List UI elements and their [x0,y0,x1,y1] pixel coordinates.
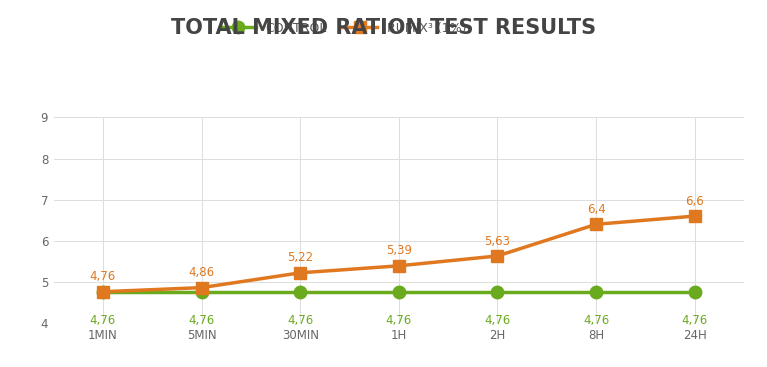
Text: 5,22: 5,22 [287,251,313,265]
Text: 4,76: 4,76 [287,314,314,327]
Text: 4,76: 4,76 [583,314,609,327]
Text: 4,76: 4,76 [90,270,116,283]
Text: 4,76: 4,76 [386,314,412,327]
Text: 6,4: 6,4 [587,203,605,216]
Text: 4,76: 4,76 [682,314,708,327]
Text: 4,76: 4,76 [484,314,511,327]
Text: 6,6: 6,6 [685,195,704,208]
Text: 5,63: 5,63 [485,235,511,248]
Legend: CONTROL, RUMIX³ (1%): CONTROL, RUMIX³ (1%) [216,17,472,40]
Text: TOTAL MIXED RATION TEST RESULTS: TOTAL MIXED RATION TEST RESULTS [171,18,596,38]
Text: 5,39: 5,39 [386,244,412,258]
Text: 4,76: 4,76 [189,314,215,327]
Text: 4,86: 4,86 [189,266,215,279]
Text: 4,76: 4,76 [90,314,116,327]
